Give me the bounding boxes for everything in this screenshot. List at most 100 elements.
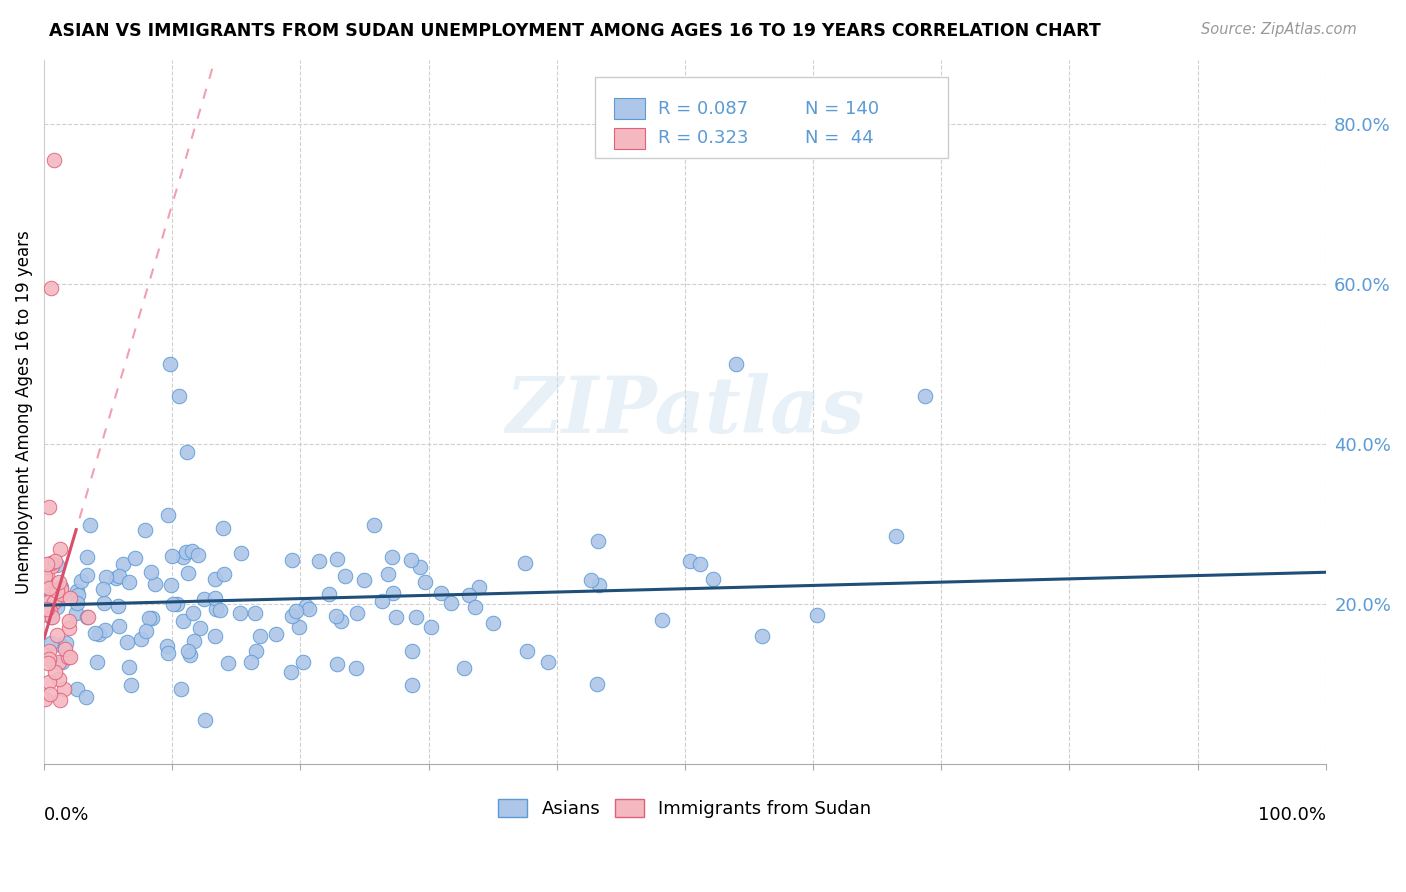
Point [208, 603, 231, 617]
Point [34, 569, 56, 583]
Point [430, 586, 453, 600]
Point [39, 556, 62, 570]
Point [107, 619, 129, 633]
Point [298, 601, 321, 615]
Point [156, 640, 179, 654]
Point [401, 553, 423, 567]
Point [333, 569, 356, 583]
Point [162, 549, 184, 564]
Point [588, 578, 610, 592]
Point [56, 649, 79, 664]
Point [38, 687, 60, 701]
Point [35, 568, 58, 582]
Point [363, 518, 385, 533]
Point [217, 657, 239, 671]
Point [115, 635, 138, 649]
Point [53, 681, 76, 696]
Point [401, 678, 423, 692]
Point [204, 601, 226, 615]
Point [245, 644, 267, 658]
Point [48, 575, 70, 590]
Point [326, 657, 349, 672]
Point [94, 570, 117, 584]
Point [76, 549, 98, 564]
Point [384, 609, 406, 624]
Point [35, 602, 58, 616]
Text: 0.0%: 0.0% [44, 806, 90, 824]
Text: R = 0.087: R = 0.087 [658, 100, 748, 118]
Point [46, 599, 69, 614]
Point [176, 444, 198, 458]
Point [679, 554, 702, 568]
Point [914, 389, 936, 403]
Point [39, 281, 62, 295]
Point [188, 621, 211, 635]
Point [288, 619, 311, 633]
Point [65, 606, 87, 620]
Point [53, 641, 76, 656]
Point [344, 661, 367, 675]
Point [48, 692, 70, 706]
Point [79, 518, 101, 533]
Point [65, 681, 87, 696]
Point [42, 595, 65, 609]
Point [89, 627, 111, 641]
Point [44, 665, 66, 679]
FancyBboxPatch shape [614, 98, 645, 120]
Text: ASIAN VS IMMIGRANTS FROM SUDAN UNEMPLOYMENT AMONG AGES 16 TO 19 YEARS CORRELATIO: ASIAN VS IMMIGRANTS FROM SUDAN UNEMPLOYM… [49, 22, 1101, 40]
Point [579, 573, 602, 587]
Point [51, 586, 73, 600]
Point [49, 584, 72, 599]
Point [129, 632, 152, 646]
Point [48, 673, 70, 687]
Point [419, 620, 441, 634]
Point [39, 598, 62, 612]
Text: N =  44: N = 44 [806, 129, 875, 147]
Point [174, 545, 197, 559]
Point [55, 636, 77, 650]
Text: N = 140: N = 140 [806, 100, 880, 118]
Text: Source: ZipAtlas.com: Source: ZipAtlas.com [1201, 22, 1357, 37]
Point [37, 657, 59, 671]
Point [318, 587, 340, 601]
Point [120, 678, 142, 692]
Point [49, 582, 72, 596]
Point [724, 357, 747, 371]
Point [51, 655, 73, 669]
Point [651, 613, 673, 627]
Point [41, 588, 63, 602]
Point [183, 634, 205, 648]
Point [118, 659, 141, 673]
Point [193, 713, 215, 727]
Point [285, 604, 308, 618]
Point [69, 574, 91, 588]
Point [240, 656, 263, 670]
Point [159, 577, 181, 591]
Point [281, 553, 304, 567]
Point [380, 549, 402, 564]
Point [516, 643, 538, 657]
Point [91, 582, 114, 597]
Point [59, 649, 82, 664]
Point [329, 615, 352, 629]
Point [51, 638, 73, 652]
Legend: Asians, Immigrants from Sudan: Asians, Immigrants from Sudan [491, 791, 879, 825]
Point [66, 596, 89, 610]
Point [204, 629, 226, 643]
Point [156, 646, 179, 660]
FancyBboxPatch shape [595, 78, 948, 158]
Point [39, 610, 62, 624]
Point [58, 621, 80, 635]
Point [586, 534, 609, 549]
Point [38, 582, 60, 596]
Point [124, 551, 146, 566]
Point [156, 508, 179, 522]
Point [139, 566, 162, 580]
Point [537, 655, 560, 669]
Point [453, 661, 475, 675]
Point [48, 656, 70, 670]
Point [204, 572, 226, 586]
Point [38, 500, 60, 515]
Point [159, 357, 181, 371]
Point [45, 558, 67, 573]
